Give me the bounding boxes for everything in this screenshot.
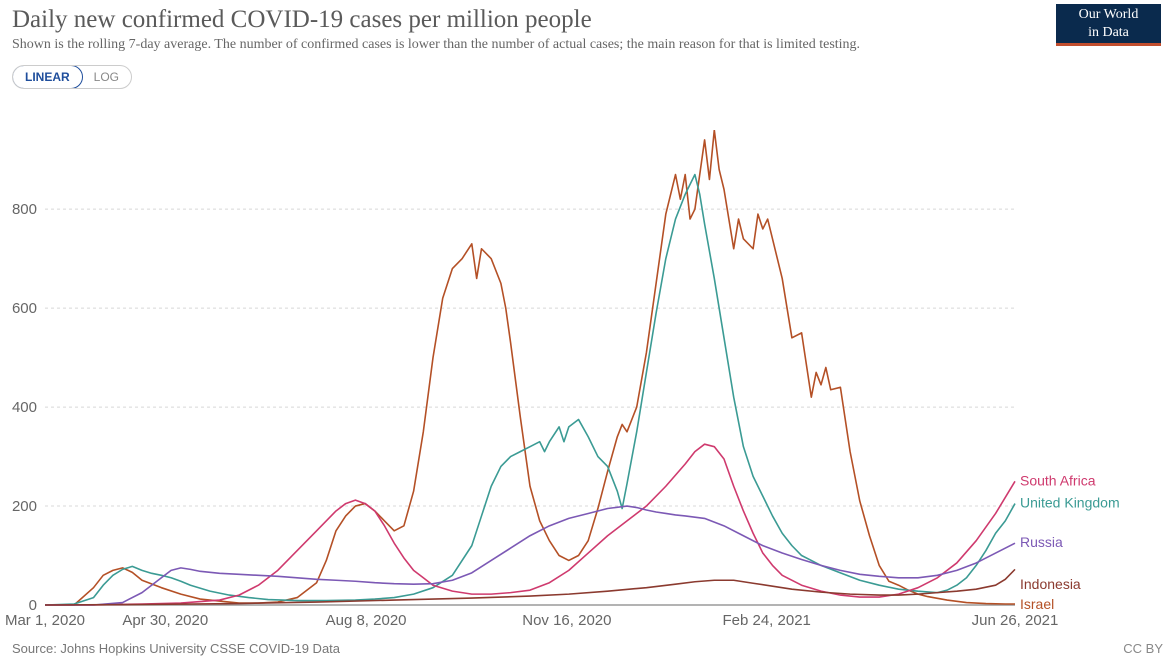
scale-log-button[interactable]: LOG [82, 66, 131, 88]
y-tick-label: 600 [12, 300, 37, 317]
logo-line1: Our World [1056, 6, 1161, 24]
series-label-russia: Russia [1020, 534, 1063, 550]
y-tick-label: 200 [12, 498, 37, 515]
chart-subtitle: Shown is the rolling 7-day average. The … [12, 36, 1011, 55]
scale-toggle: LINEAR LOG [12, 65, 132, 89]
series-line-south-africa [45, 444, 1015, 605]
series-label-israel: Israel [1020, 596, 1054, 612]
x-tick-label: Mar 1, 2020 [5, 612, 85, 629]
y-tick-label: 400 [12, 399, 37, 416]
chart-area: 0200400600800Mar 1, 2020Apr 30, 2020Aug … [0, 130, 1173, 630]
scale-linear-button[interactable]: LINEAR [12, 65, 83, 89]
x-tick-label: Nov 16, 2020 [522, 612, 611, 629]
x-tick-label: Jun 26, 2021 [972, 612, 1059, 629]
y-tick-label: 800 [12, 201, 37, 218]
x-tick-label: Feb 24, 2021 [722, 612, 810, 629]
chart-title: Daily new confirmed COVID-19 cases per m… [12, 6, 1161, 34]
series-line-united-kingdom [45, 175, 1015, 605]
series-label-united-kingdom: United Kingdom [1020, 495, 1120, 511]
data-source: Source: Johns Hopkins University CSSE CO… [12, 641, 340, 656]
x-tick-label: Aug 8, 2020 [326, 612, 407, 629]
series-label-indonesia: Indonesia [1020, 576, 1081, 592]
logo-line2: in Data [1056, 24, 1161, 42]
series-line-israel [45, 130, 1015, 605]
line-chart: 0200400600800Mar 1, 2020Apr 30, 2020Aug … [0, 130, 1173, 630]
series-label-south-africa: South Africa [1020, 472, 1096, 488]
x-tick-label: Apr 30, 2020 [122, 612, 208, 629]
license-text: CC BY [1123, 641, 1163, 656]
owid-logo: Our World in Data [1056, 4, 1161, 46]
